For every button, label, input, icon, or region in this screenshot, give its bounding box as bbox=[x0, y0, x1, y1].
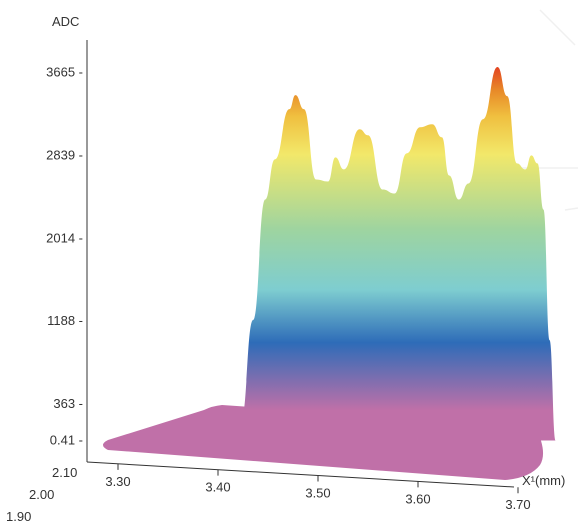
depth-tick-label: 2.00 bbox=[29, 487, 54, 502]
y-tick-label: 2839 - bbox=[46, 147, 83, 162]
y-tick-label: 2014 - bbox=[46, 230, 83, 245]
x-tick-group: 3.30 3.40 3.50 3.60 3.70 bbox=[105, 463, 531, 512]
depth-axis: 2.10 2.00 1.90 bbox=[6, 465, 77, 524]
y-tick-label: 3665 - bbox=[46, 65, 83, 80]
x-tick-label: 3.30 bbox=[105, 474, 130, 489]
x-axis: X¹(mm) 3.30 3.40 3.50 3.60 3.70 bbox=[86, 461, 565, 512]
x-tick-label: 3.60 bbox=[405, 491, 430, 506]
y-tick-label: 0.41 - bbox=[50, 432, 83, 447]
y-tick-label: 1188 - bbox=[47, 313, 83, 328]
depth-tick-label: 2.10 bbox=[52, 465, 77, 480]
y-tick-label: 363 - bbox=[53, 396, 83, 411]
x-tick-label: 3.70 bbox=[505, 497, 530, 512]
x-axis-label: X¹(mm) bbox=[522, 473, 565, 488]
decoration-curve bbox=[539, 9, 576, 46]
x-tick-label: 3.40 bbox=[205, 480, 230, 495]
depth-tick-label: 1.90 bbox=[6, 509, 31, 522]
x-tick-label: 3.50 bbox=[305, 486, 330, 501]
decoration-line bbox=[564, 207, 578, 211]
y-tick-group: 3665 - 2839 - 2014 - 1188 - 363 - 0.41 - bbox=[46, 65, 83, 448]
depth-tick-group: 2.10 2.00 1.90 bbox=[6, 465, 77, 524]
x-axis-line bbox=[86, 461, 515, 488]
y-axis-label: ADC bbox=[52, 14, 79, 29]
y-axis: ADC 3665 - 2839 - 2014 - 1188 - 363 - 0.41 - bbox=[46, 14, 88, 462]
surface-body bbox=[234, 67, 556, 441]
